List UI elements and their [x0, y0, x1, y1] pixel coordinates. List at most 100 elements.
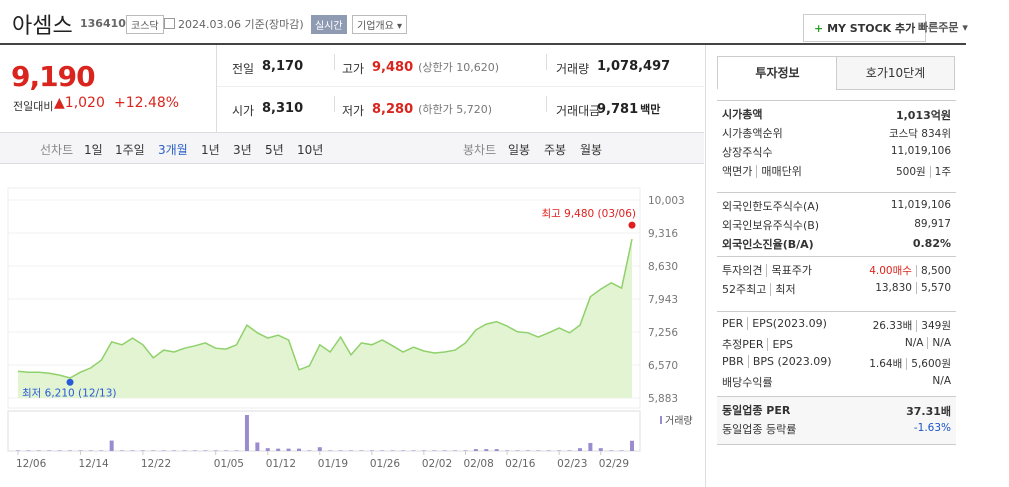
- info-value: 4.00매수 8,500: [869, 263, 951, 278]
- candle-tab[interactable]: 월봉: [580, 143, 603, 157]
- volume-bar: [78, 450, 83, 451]
- label-part: 목표주가: [766, 264, 812, 277]
- y-tick-label: 5,883: [648, 393, 678, 405]
- volume-bar: [473, 449, 478, 451]
- change: ▲1,020: [54, 95, 105, 111]
- info-row: 추정PER EPS N/A N/A: [717, 334, 956, 353]
- volume-bar: [453, 450, 458, 451]
- label-part: 배당수익률: [722, 376, 773, 389]
- quick-order[interactable]: 빠른주문 ▾: [918, 21, 968, 34]
- value-part: 1.64배: [869, 358, 903, 370]
- value-part: 0.82%: [912, 237, 951, 250]
- value-part: 5,600원: [906, 358, 951, 370]
- summary-label: 고가: [342, 62, 365, 76]
- info-group: 시가총액 1,013억원 시가총액순위 코스닥 834위 상장주식수 11,019,106…: [717, 100, 956, 180]
- summary-value: 8,170: [262, 59, 303, 74]
- info-label: 추정PER EPS: [722, 336, 794, 352]
- panel-tab[interactable]: 투자정보: [717, 56, 838, 89]
- stock-code: 136410: [80, 17, 126, 30]
- info-label: 외국인보유주식수(B): [722, 217, 819, 233]
- summary-label: 시가: [232, 104, 255, 118]
- calendar-icon: [164, 18, 175, 29]
- info-value: 코스닥 834위: [889, 126, 951, 141]
- info-value: 11,019,106: [891, 145, 951, 157]
- period-tab[interactable]: 1년: [201, 143, 220, 157]
- panel-tab[interactable]: 호가10단계: [836, 56, 955, 90]
- my-stock-button[interactable]: + MY STOCK 추가: [803, 14, 927, 42]
- volume-bar: [68, 450, 73, 451]
- volume-bar: [213, 450, 218, 451]
- value-part: -1.63%: [913, 422, 951, 434]
- value-part: 8,500: [915, 265, 951, 277]
- volume-bar: [598, 448, 603, 451]
- value-part: N/A: [927, 337, 951, 349]
- label-part: 시가총액순위: [722, 127, 783, 140]
- summary-value: 8,280 (하한가 5,720): [372, 101, 492, 117]
- col-divider: [546, 96, 547, 112]
- info-value: 0.82%: [913, 237, 951, 250]
- col-divider: [546, 54, 547, 70]
- info-label: 시가총액: [722, 106, 762, 122]
- volume-legend-swatch: [660, 416, 662, 424]
- x-tick-label: 12/14: [78, 458, 109, 470]
- value-part: 13,830: [875, 282, 912, 294]
- info-group: 외국인한도주식수(A) 11,019,106 외국인보유주식수(B) 89,917 외국…: [717, 192, 956, 253]
- company-info[interactable]: 기업개요 ▾: [352, 15, 408, 34]
- value-part: 37.31배: [906, 405, 951, 418]
- low-label: 최저 6,210 (12/13): [22, 387, 117, 399]
- period-tab[interactable]: 3년: [233, 143, 252, 157]
- info-group: 투자의견 목표주가 4.00매수 8,500 52주최고 최저 13,830 5,570: [717, 256, 956, 298]
- value-part: 11,019,106: [890, 145, 951, 157]
- volume-bar: [432, 450, 437, 451]
- volume-bar: [16, 450, 20, 451]
- price-area: [18, 239, 632, 398]
- volume-bar: [36, 450, 41, 451]
- info-row: 투자의견 목표주가 4.00매수 8,500: [717, 260, 956, 279]
- info-group: 동일업종 PER 37.31배 동일업종 등락률 -1.63%: [717, 396, 956, 445]
- summary-label: 거래량: [556, 62, 590, 76]
- x-tick-label: 01/19: [318, 458, 348, 470]
- candle-tab[interactable]: 주봉: [544, 143, 567, 157]
- volume-bar: [546, 450, 551, 451]
- volume-bar: [47, 450, 52, 451]
- value-part: N/A: [932, 375, 951, 387]
- volume-bar: [99, 450, 104, 451]
- my-stock-text: MY STOCK 추가: [827, 22, 916, 35]
- company-info-text: 기업개요: [357, 21, 394, 32]
- summary-value: 9,781 백만: [597, 101, 660, 117]
- realtime-badge: 실시간: [311, 15, 347, 34]
- volume-bar: [276, 448, 281, 451]
- info-value: N/A: [932, 375, 951, 387]
- col-divider: [334, 54, 335, 70]
- period-tab[interactable]: 1일: [84, 143, 103, 157]
- x-tick-label: 02/02: [422, 458, 452, 470]
- volume-bar: [307, 450, 312, 451]
- info-value: -1.63%: [914, 422, 951, 434]
- period-tab[interactable]: 10년: [297, 143, 324, 157]
- current-price: 9,190: [11, 60, 96, 93]
- volume-bar: [120, 450, 125, 451]
- volume-bar: [140, 450, 145, 451]
- candle-tab[interactable]: 일봉: [508, 143, 531, 157]
- label-part: EPS(2023.09): [747, 317, 827, 330]
- period-tab[interactable]: 1주일: [115, 143, 145, 157]
- period-tab[interactable]: 5년: [265, 143, 284, 157]
- info-label: PER EPS(2023.09): [722, 317, 827, 330]
- label-part: 투자의견: [722, 264, 763, 277]
- y-tick-label: 8,630: [648, 261, 678, 273]
- info-value: N/A N/A: [905, 337, 951, 349]
- y-tick-label: 7,943: [648, 294, 678, 306]
- volume-bar: [630, 440, 634, 451]
- period-tab[interactable]: 3개월: [158, 143, 188, 157]
- limit-note: (상한가 10,620): [418, 61, 500, 74]
- value-part: 500원: [895, 166, 926, 178]
- volume-bar: [26, 450, 31, 451]
- info-row: 외국인보유주식수(B) 89,917: [717, 215, 956, 234]
- label-part: 액면가: [722, 165, 753, 178]
- market-badge: 코스닥: [126, 15, 164, 34]
- label-part: 시가총액: [722, 108, 763, 121]
- label-part: 추정PER: [722, 338, 764, 351]
- x-tick-label: 01/05: [214, 458, 244, 470]
- volume-bar: [484, 449, 489, 451]
